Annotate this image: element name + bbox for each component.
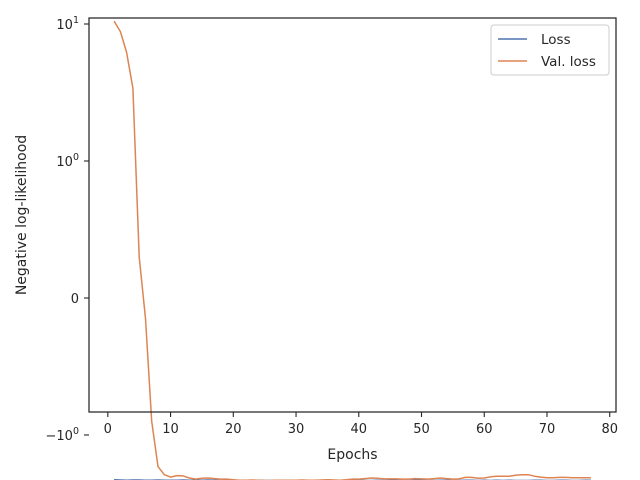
y-tick-label: 0	[71, 292, 79, 307]
legend-box	[490, 24, 610, 76]
y-tick-label: 101	[56, 15, 79, 33]
x-tick-label: 10	[162, 422, 179, 437]
x-tick-label: 0	[104, 422, 112, 437]
y-axis-label: Negative log-likelihood	[14, 135, 30, 295]
x-tick-label: 30	[288, 422, 305, 437]
x-tick-label: 70	[539, 422, 556, 437]
y-axis-ticks: 101 100 0 −100	[46, 15, 89, 444]
legend-label: Val. loss	[541, 54, 596, 70]
y-tick-label: −100	[46, 426, 79, 444]
x-tick-label: 80	[601, 422, 618, 437]
plot-frame	[88, 17, 617, 413]
x-tick-label: 60	[476, 422, 493, 437]
legend-label: Loss	[541, 32, 571, 48]
series-line-val-loss	[113, 20, 591, 480]
x-tick-label: 50	[413, 422, 430, 437]
x-tick-label: 40	[351, 422, 368, 437]
series-layer	[113, 20, 591, 480]
y-tick-label: 100	[56, 152, 79, 170]
x-tick-label: 20	[225, 422, 242, 437]
legend: Loss Val. loss	[490, 24, 610, 76]
x-axis-label: Epochs	[327, 447, 377, 463]
x-axis-ticks: 0 10 20 30 40 50 60 70 80	[104, 412, 618, 437]
